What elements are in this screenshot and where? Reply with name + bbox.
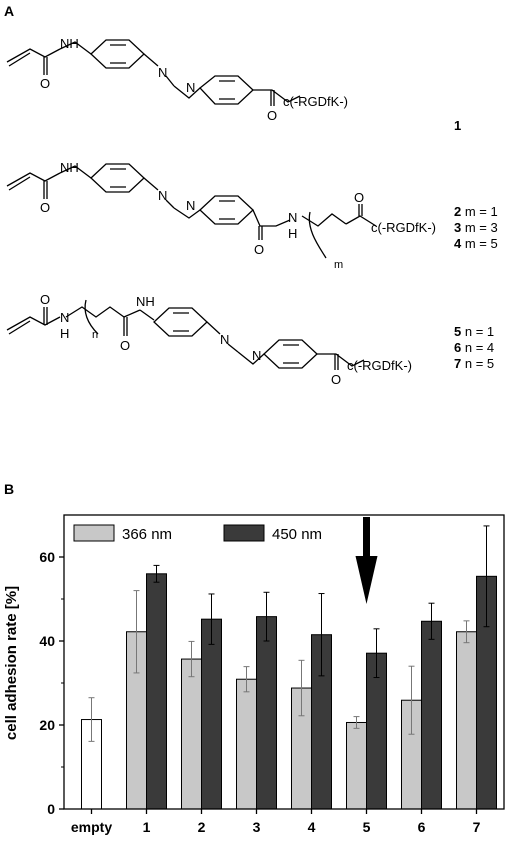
x-tick-label: 5 xyxy=(363,819,371,835)
bar xyxy=(421,620,442,810)
bar xyxy=(236,678,257,810)
legend-swatch xyxy=(73,524,115,542)
compound-label-1: 1 xyxy=(454,118,461,133)
y-tick-label: 0 xyxy=(47,801,55,817)
o-label: O xyxy=(354,190,364,205)
substituent-label: c(-RGDfK-) xyxy=(347,358,412,373)
bar xyxy=(346,721,367,810)
error-bars xyxy=(88,525,490,742)
y-tick-label: 40 xyxy=(39,633,55,649)
arrow-head xyxy=(355,556,378,604)
subscript-m: m xyxy=(334,259,343,271)
y-axis-label: cell adhesion rate [%] xyxy=(3,586,20,740)
legend-label: 366 nm xyxy=(122,526,172,543)
panel-a-label: A xyxy=(4,3,14,19)
x-tick-label: 7 xyxy=(473,819,481,835)
n-label: N xyxy=(252,348,261,363)
o-label: O xyxy=(267,108,277,123)
y-tick-label: 20 xyxy=(39,717,55,733)
structure-2-4-text: NH O N N O N H O m c(-RGDfK-) xyxy=(40,160,436,271)
x-tick-label: empty xyxy=(71,819,112,835)
n-label: N xyxy=(288,210,297,225)
bar xyxy=(146,573,167,810)
o-label: O xyxy=(40,76,50,91)
structure-1 xyxy=(6,39,301,106)
bar xyxy=(256,616,277,810)
x-tick-label: 4 xyxy=(308,819,316,835)
o-label: O xyxy=(40,292,50,307)
compound-label-2: 2 m = 1 xyxy=(454,204,498,219)
legend-swatch xyxy=(223,524,265,542)
o-label: O xyxy=(120,338,130,353)
substituent-label: c(-RGDfK-) xyxy=(371,220,436,235)
nh-label: N xyxy=(60,310,69,325)
structure-5-7 xyxy=(6,299,365,370)
x-axis: empty 1 2 3 4 5 6 7 xyxy=(71,809,481,835)
n-label: N xyxy=(158,188,167,203)
n-label: N xyxy=(158,65,167,80)
h-label: H xyxy=(60,326,69,341)
n-label: N xyxy=(186,80,195,95)
n-label: N xyxy=(220,332,229,347)
o-label: O xyxy=(331,372,341,387)
bar xyxy=(456,631,477,810)
bar xyxy=(181,658,202,810)
legend-label: 450 nm xyxy=(272,526,322,543)
structure-2-4 xyxy=(6,163,377,259)
x-tick-label: 1 xyxy=(143,819,151,835)
compound-label-3: 3 m = 3 xyxy=(454,220,498,235)
nh-label: NH xyxy=(60,160,79,175)
nh-label: NH xyxy=(60,36,79,51)
x-tick-label: 2 xyxy=(198,819,206,835)
bar-chart: cell adhesion rate [%] 0 20 40 60 empty 1 2 3 4… xyxy=(3,514,505,835)
compound-label-6: 6 n = 4 xyxy=(454,340,494,355)
structure-5-7-text: O N H n O NH N N O c(-RGDfK-) xyxy=(40,292,412,387)
subscript-n: n xyxy=(92,329,98,341)
o-label: O xyxy=(40,200,50,215)
y-tick-label: 60 xyxy=(39,549,55,565)
compound-label-4: 4 m = 5 xyxy=(454,236,498,251)
nh-label: NH xyxy=(136,294,155,309)
panel-b-label: B xyxy=(4,481,14,497)
x-tick-label: 6 xyxy=(418,819,426,835)
compound-labels: 1 2 m = 1 3 m = 3 4 m = 5 5 n = 1 6 n = … xyxy=(454,118,498,371)
compound-label-5: 5 n = 1 xyxy=(454,324,494,339)
plot-frame xyxy=(63,514,505,810)
structure-1-text: NH O N N O c(-RGDfK-) xyxy=(40,36,348,123)
legend: 366 nm 450 nm xyxy=(73,524,322,543)
y-axis: 0 20 40 60 xyxy=(39,549,64,817)
compound-label-7: 7 n = 5 xyxy=(454,356,494,371)
annotation-arrow xyxy=(355,517,378,604)
h-label: H xyxy=(288,226,297,241)
bar xyxy=(201,618,222,810)
bars xyxy=(81,573,497,810)
x-tick-label: 3 xyxy=(253,819,261,835)
substituent-label: c(-RGDfK-) xyxy=(283,94,348,109)
o-label: O xyxy=(254,242,264,257)
n-label: N xyxy=(186,198,195,213)
chemical-structures: NH O N N O c(-RGDfK-) NH xyxy=(6,36,436,387)
